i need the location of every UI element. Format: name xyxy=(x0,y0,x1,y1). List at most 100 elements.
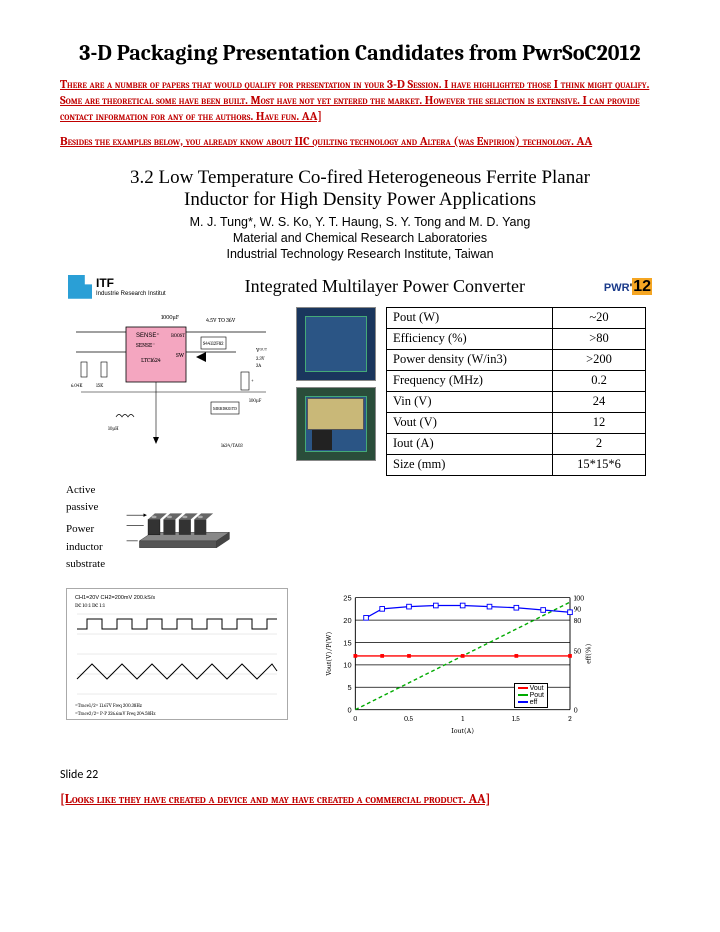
table-cell: Iout (A) xyxy=(387,433,553,454)
intro-paragraph-2: Besides the examples below, you already … xyxy=(60,133,660,149)
svg-text:1: 1 xyxy=(461,714,464,723)
table-cell: Vout (V) xyxy=(387,412,553,433)
svg-text:0.5: 0.5 xyxy=(404,714,413,723)
section-number: 3.2 xyxy=(130,167,154,188)
svg-text:1624/TA03: 1624/TA03 xyxy=(221,442,243,449)
svg-text:100: 100 xyxy=(574,593,585,602)
svg-text:Iout(A): Iout(A) xyxy=(451,726,474,735)
table-row: Frequency (MHz)0.2 xyxy=(387,370,646,391)
table-cell: >200 xyxy=(553,349,646,370)
slide-body: SENSE⁺ SENSE⁻ BOOST SW LTC1624 1000µF 4.… xyxy=(60,301,660,580)
circuit-schematic: SENSE⁺ SENSE⁻ BOOST SW LTC1624 1000µF 4.… xyxy=(66,307,286,457)
affiliation-2: Industrial Technology Research Institute… xyxy=(60,247,660,261)
svg-text:15K: 15K xyxy=(96,382,104,389)
svg-text:90: 90 xyxy=(574,604,582,613)
svg-text:SW: SW xyxy=(176,352,185,359)
svg-text:2: 2 xyxy=(568,714,572,723)
chip-photo-top xyxy=(296,307,376,381)
itf-sublabel: Industrie Research Institut xyxy=(96,291,166,297)
table-row: Vout (V)12 xyxy=(387,412,646,433)
legend-eff: eff xyxy=(530,699,538,706)
svg-text:100µF: 100µF xyxy=(249,397,262,404)
intro-paragraph-1: There are a number of papers that would … xyxy=(60,76,660,125)
itf-label: ITF xyxy=(96,276,114,290)
svg-text:CH1=20V CH2=200mV: CH1=20V CH2=200mV 200.kS/s xyxy=(75,595,155,601)
svg-text:eff(%): eff(%) xyxy=(584,643,593,663)
stack-labels: Active passive Power inductor substrate xyxy=(66,482,105,574)
spec-table: Pout (W)~20Efficiency (%)>80Power densit… xyxy=(386,307,646,476)
table-cell: >80 xyxy=(553,328,646,349)
svg-text:6.04K: 6.04K xyxy=(71,382,83,389)
table-cell: 15*15*6 xyxy=(553,454,646,475)
document-page: 3-D Packaging Presentation Candidates fr… xyxy=(0,0,720,847)
svg-text:BOOST: BOOST xyxy=(171,333,185,339)
performance-line-chart: 05 1015 2025 050 8090 100 00.5 11.5 2 I xyxy=(318,588,598,738)
section-title: 3.2 Low Temperature Co-fired Heterogeneo… xyxy=(100,167,620,211)
affiliation-1: Material and Chemical Research Laborator… xyxy=(60,231,660,245)
stack-label-inductor: inductor xyxy=(66,539,105,557)
pwr-year: 12 xyxy=(632,278,652,295)
itf-logo-icon xyxy=(68,275,92,299)
stack-3d-diagram xyxy=(113,498,243,558)
svg-text:=Trace1/2= 11.67V Fre: =Trace1/2= 11.67V Freq 200.38Hz xyxy=(75,702,142,709)
itf-logo: ITF Industrie Research Institut xyxy=(68,275,166,299)
slide-container: ITF Industrie Research Institut Integrat… xyxy=(60,271,660,738)
table-row: Size (mm)15*15*6 xyxy=(387,454,646,475)
slide-number: Slide 22 xyxy=(60,768,660,782)
slide-title: Integrated Multilayer Power Converter xyxy=(245,276,525,297)
table-row: Efficiency (%)>80 xyxy=(387,328,646,349)
footer-note: [Looks like they have created a device a… xyxy=(60,792,660,807)
table-cell: Pout (W) xyxy=(387,307,553,328)
table-cell: 0.2 xyxy=(553,370,646,391)
svg-text:5: 5 xyxy=(347,683,351,692)
stack-label-substrate: substrate xyxy=(66,556,105,574)
waveform-chart: CH1=20V CH2=200mV 200.kS/s DC 10:1 DC 1:… xyxy=(66,588,288,720)
svg-text:1.5: 1.5 xyxy=(512,714,520,723)
stack-label-active: Active xyxy=(66,482,105,500)
table-cell: Size (mm) xyxy=(387,454,553,475)
stack-label-passive: passive xyxy=(66,499,105,517)
svg-text:25: 25 xyxy=(343,593,351,602)
table-cell: Efficiency (%) xyxy=(387,328,553,349)
chip-photo-bottom xyxy=(296,387,376,461)
table-row: Iout (A)2 xyxy=(387,433,646,454)
svg-text:10: 10 xyxy=(343,660,351,669)
svg-text:1000µF: 1000µF xyxy=(161,314,179,321)
authors-line: M. J. Tung*, W. S. Ko, Y. T. Haung, S. Y… xyxy=(60,215,660,229)
svg-text:0: 0 xyxy=(347,705,351,714)
svg-text:3.3V: 3.3V xyxy=(256,356,265,362)
svg-text:LTC1624: LTC1624 xyxy=(141,357,161,364)
table-cell: 2 xyxy=(553,433,646,454)
svg-text:+: + xyxy=(251,378,254,384)
table-cell: 12 xyxy=(553,412,646,433)
chip-photos xyxy=(296,307,376,461)
pwr-logo: PWR'12 xyxy=(604,279,652,295)
svg-text:10µH: 10µH xyxy=(108,425,119,432)
svg-text:80: 80 xyxy=(574,616,582,625)
svg-text:=Trace2/2= P-P 326.6mV Fr: =Trace2/2= P-P 326.6mV Freq 204.58Hz xyxy=(75,710,156,717)
pwr-label: PWR xyxy=(604,282,630,294)
legend-vout: Vout xyxy=(530,685,544,692)
svg-text:20: 20 xyxy=(343,616,351,625)
svg-text:3A: 3A xyxy=(256,363,261,369)
stack-diagram-row: Active passive Power inductor substrate xyxy=(66,482,286,574)
itf-logo-text: ITF Industrie Research Institut xyxy=(96,277,166,297)
svg-text:Vᴼᵁᵀ: Vᴼᵁᵀ xyxy=(256,347,268,354)
section-heading: Low Temperature Co-fired Heterogeneous F… xyxy=(159,167,590,210)
legend-pout: Pout xyxy=(530,692,544,699)
table-cell: 24 xyxy=(553,391,646,412)
svg-text:MBRD835TD: MBRD835TD xyxy=(213,407,237,412)
svg-text:SENSE⁺: SENSE⁺ xyxy=(136,332,160,339)
table-row: Pout (W)~20 xyxy=(387,307,646,328)
svg-text:DC 10:1 DC 1:1: DC 10:1 DC 1:1 xyxy=(75,602,106,609)
svg-text:S44112F82: S44112F82 xyxy=(203,340,224,347)
svg-text:0: 0 xyxy=(574,705,578,714)
svg-text:50: 50 xyxy=(574,646,582,655)
table-row: Power density (W/in3)>200 xyxy=(387,349,646,370)
table-cell: Frequency (MHz) xyxy=(387,370,553,391)
chart-legend: Vout Pout eff xyxy=(514,683,548,708)
main-title: 3-D Packaging Presentation Candidates fr… xyxy=(60,40,660,66)
svg-text:4.5V TO 36V: 4.5V TO 36V xyxy=(206,317,236,324)
svg-text:SENSE⁻: SENSE⁻ xyxy=(136,342,155,349)
slide-header: ITF Industrie Research Institut Integrat… xyxy=(60,271,660,301)
